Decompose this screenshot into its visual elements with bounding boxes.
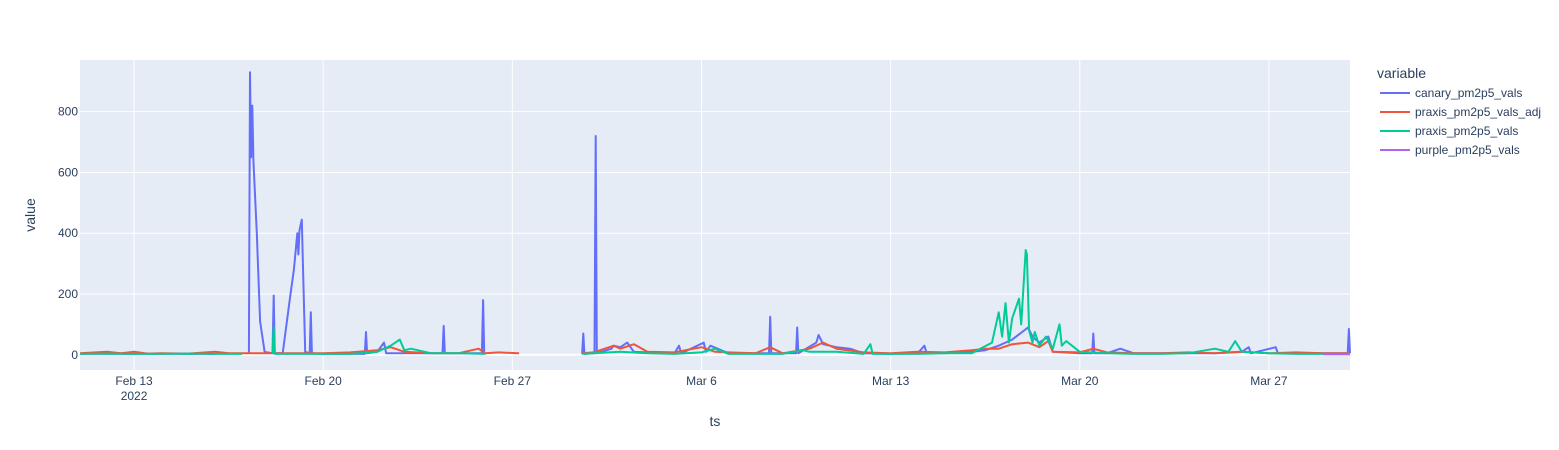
x-tick-label: Feb 27 <box>494 374 532 388</box>
legend-item[interactable]: praxis_pm2p5_vals_adj <box>1380 105 1541 119</box>
legend-item[interactable]: purple_pm2p5_vals <box>1380 143 1520 157</box>
legend: variable canary_pm2p5_vals praxis_pm2p5_v… <box>1377 65 1541 157</box>
legend-label: praxis_pm2p5_vals <box>1415 124 1518 138</box>
legend-item[interactable]: canary_pm2p5_vals <box>1380 86 1522 100</box>
y-tick-label: 0 <box>71 348 78 362</box>
legend-title: variable <box>1377 65 1426 81</box>
y-axis-title: value <box>22 198 38 232</box>
y-tick-label: 200 <box>58 287 78 301</box>
y-axis-ticks: 0 200 400 600 800 <box>58 105 78 362</box>
plot-background <box>80 60 1350 370</box>
legend-label: purple_pm2p5_vals <box>1415 143 1520 157</box>
x-tick-label: Mar 13 <box>872 374 910 388</box>
legend-label: praxis_pm2p5_vals_adj <box>1415 105 1541 119</box>
x-tick-label: Mar 27 <box>1250 374 1288 388</box>
x-tick-label: Mar 6 <box>686 374 717 388</box>
y-tick-label: 600 <box>58 165 78 179</box>
y-tick-label: 800 <box>58 105 78 119</box>
x-tick-label: Mar 20 <box>1061 374 1099 388</box>
series-line-praxis-pm2p5-vals <box>79 249 1350 355</box>
x-tick-label: Feb 20 <box>305 374 343 388</box>
legend-label: canary_pm2p5_vals <box>1415 86 1522 100</box>
x-axis-title: ts <box>710 413 721 429</box>
y-tick-label: 400 <box>58 226 78 240</box>
legend-item[interactable]: praxis_pm2p5_vals <box>1380 124 1518 138</box>
x-tick-year-label: 2022 <box>121 389 148 403</box>
series-lines <box>79 71 1351 356</box>
x-tick-label: Feb 13 <box>115 374 153 388</box>
